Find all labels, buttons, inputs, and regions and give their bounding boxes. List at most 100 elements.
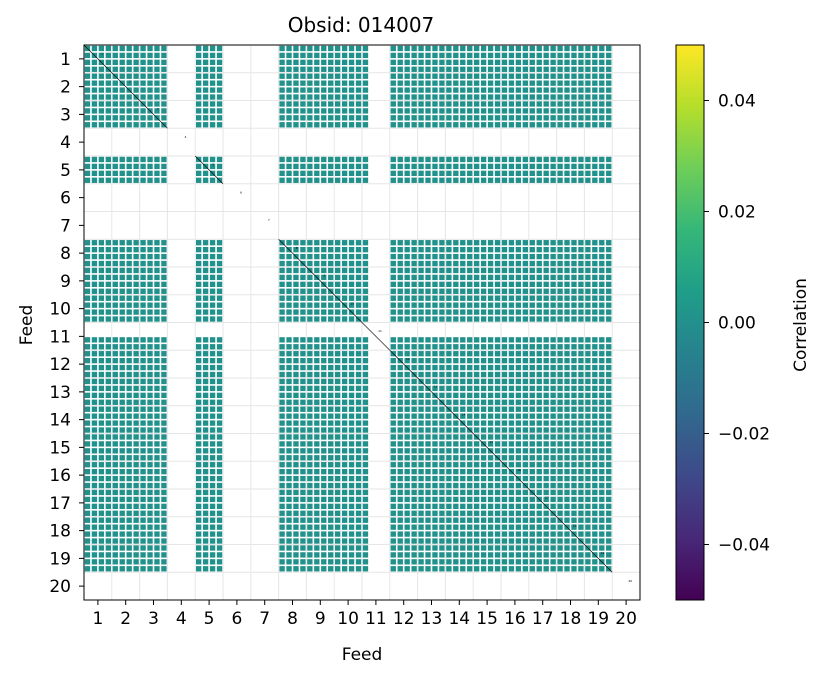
heatmap-cell [397,344,403,350]
heatmap-cell [432,434,438,440]
heatmap-cell [397,371,403,378]
heatmap-cell [126,163,132,170]
heatmap-cell [550,260,556,267]
heatmap-cell [279,52,285,59]
heatmap-cell [196,260,202,267]
heatmap-cell [119,434,125,440]
heatmap-cell [328,94,334,100]
heatmap-cell [487,503,494,510]
heatmap-cell [487,406,494,412]
heatmap-cell [300,66,306,72]
heatmap-cell [460,59,466,66]
heatmap-cell [467,170,473,177]
heatmap-cell [286,538,292,544]
heatmap-cell [592,545,598,551]
heatmap-cell [508,545,515,551]
heatmap-cell [522,385,528,392]
heatmap-cell [543,434,549,440]
heatmap-cell [98,378,105,385]
heatmap-cell [585,344,591,350]
heatmap-cell [480,378,487,385]
heatmap-cell [328,45,334,52]
heatmap-cell [557,59,563,66]
diagonal-label: 4 [185,135,187,139]
heatmap-cell [474,309,480,315]
heatmap-cell [84,510,91,516]
heatmap-cell [515,545,522,551]
heatmap-cell [119,73,125,79]
heatmap-cell [84,489,91,496]
heatmap-cell [571,503,577,510]
heatmap-cell [279,503,285,510]
heatmap-cell [501,357,508,364]
heatmap-cell [196,101,202,107]
heatmap-cell [209,434,216,440]
heatmap-cell [453,559,459,565]
heatmap-cell [432,274,438,281]
heatmap-cell [501,385,508,392]
diagonal-label: 10 [350,301,354,305]
heatmap-cell [487,434,494,440]
heatmap-cell [487,545,494,551]
heatmap-cell [529,441,535,447]
heatmap-cell [161,566,167,572]
heatmap-cell [411,385,417,392]
diagonal-label: 9 [324,274,326,278]
heatmap-cell [147,364,153,371]
heatmap-cell [390,545,396,551]
heatmap-cell [202,482,209,489]
heatmap-cell [140,552,146,558]
heatmap-cell [341,406,348,412]
heatmap-cell [411,108,417,114]
heatmap-cell [557,510,563,516]
heatmap-cell [390,337,396,343]
heatmap-cell [522,66,528,72]
heatmap-cell [606,246,612,253]
heatmap-cell [467,392,473,399]
heatmap-cell [564,441,570,447]
heatmap-cell [286,253,292,260]
heatmap-cell [286,420,292,426]
heatmap-cell [432,80,438,86]
heatmap-cell [404,441,410,447]
heatmap-cell [112,122,118,128]
heatmap-cell [480,316,487,322]
heatmap-cell [564,316,570,322]
heatmap-cell [362,295,369,301]
heatmap-cell [286,156,292,163]
heatmap-cell [529,524,535,530]
heatmap-cell [300,559,306,565]
heatmap-cell [341,267,348,274]
heatmap-cell [522,503,528,510]
heatmap-cell [557,122,563,128]
diagonal-segment [500,461,530,490]
heatmap-cell [279,351,285,357]
heatmap-cell [418,531,424,537]
heatmap-cell [105,337,111,343]
heatmap-cell [209,482,216,489]
heatmap-cell [209,59,216,66]
heatmap-cell [300,240,306,246]
heatmap-cell [487,378,494,385]
heatmap-cell [592,309,598,315]
heatmap-cell [494,45,501,52]
heatmap-cell [279,545,285,551]
heatmap-cell [474,288,480,294]
heatmap-cell [161,364,167,371]
heatmap-cell [341,420,348,426]
heatmap-cell [133,240,139,246]
heatmap-cell [202,468,209,475]
heatmap-cell [348,448,355,454]
heatmap-cell [84,357,91,364]
heatmap-cell [432,489,438,496]
heatmap-cell [529,246,535,253]
heatmap-cell [216,559,223,565]
heatmap-cell [599,441,605,447]
heatmap-cell [140,177,146,183]
heatmap-cell [133,253,139,260]
heatmap-cell [362,434,369,440]
heatmap-cell [397,295,403,301]
heatmap-cell [508,115,515,121]
heatmap-cell [460,468,466,475]
heatmap-cell [453,302,459,308]
